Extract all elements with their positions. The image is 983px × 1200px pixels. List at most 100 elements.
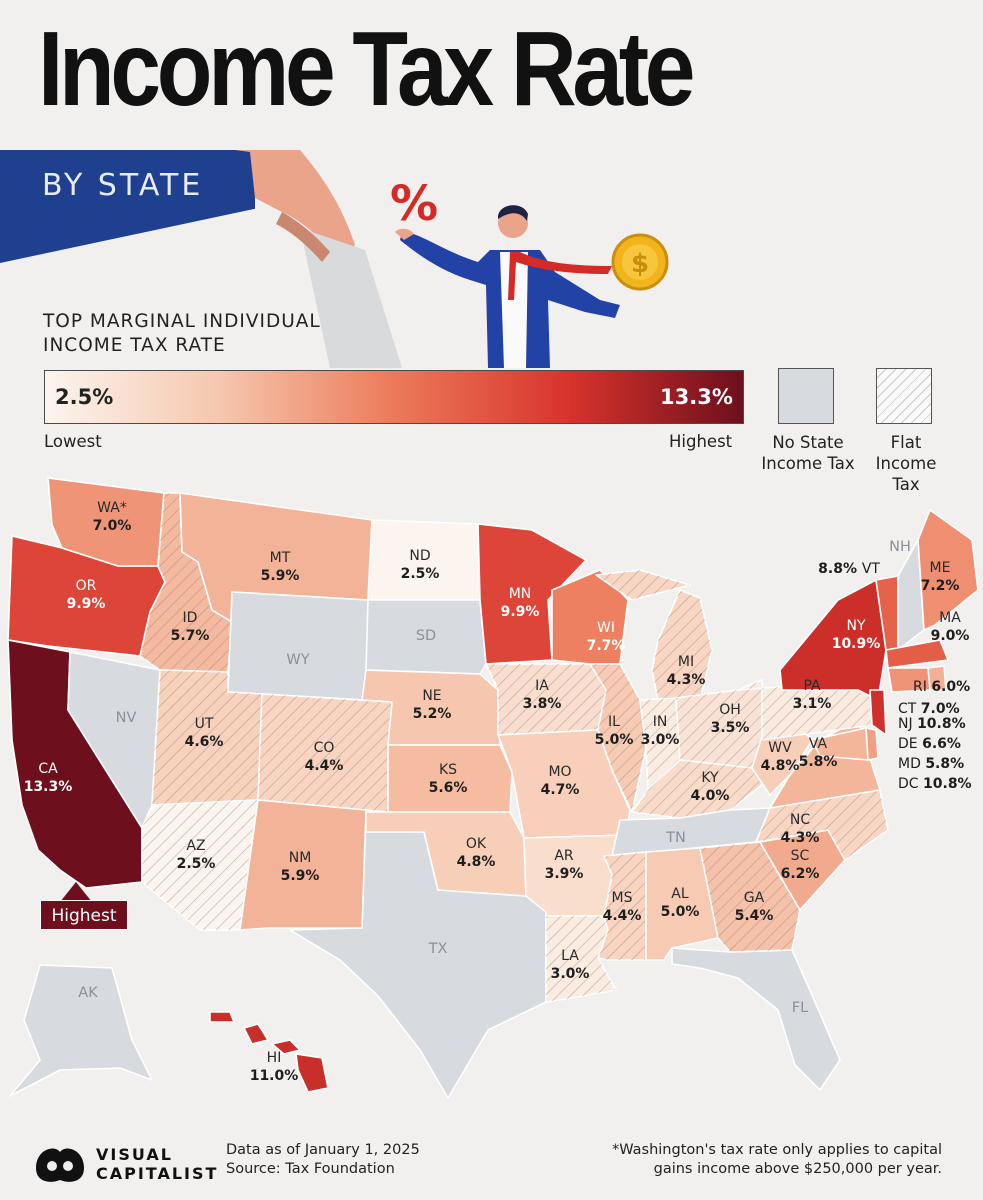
data-date: Data as of January 1, 2025: [226, 1142, 420, 1158]
state-nm: [239, 799, 367, 931]
scale-min-value: 2.5%: [55, 385, 114, 409]
subtitle: BY STATE: [42, 168, 204, 203]
state-label-ut: UT 4.6%: [185, 716, 224, 750]
state-ms-flat-hatch: [598, 852, 646, 960]
state-rate-al: 5.0%: [661, 904, 700, 920]
state-oh-flat-hatch: [676, 680, 768, 768]
state-callout-de: DE 6.6%: [898, 736, 961, 752]
state-abbr-wa: WA*: [97, 500, 127, 516]
scale-title: TOP MARGINAL INDIVIDUAL INCOME TAX RATE: [43, 310, 321, 358]
state-id-flat-hatch: [140, 493, 232, 672]
state-label-pa: PA 3.1%: [793, 678, 832, 712]
state-abbr-ia: IA: [535, 678, 549, 694]
svg-text:%: %: [390, 176, 438, 232]
state-label-ms: MS 4.4%: [603, 890, 642, 924]
state-ma: [885, 639, 949, 669]
state-abbr-oh: OH: [719, 702, 741, 718]
state-rate-mt: 5.9%: [261, 568, 300, 584]
state-abbr-ut: UT: [195, 716, 214, 732]
state-abbr-az: AZ: [186, 838, 205, 854]
state-rate-ma: 9.0%: [931, 628, 970, 644]
state-rate-ms: 4.4%: [603, 908, 642, 924]
state-abbr-la: LA: [561, 948, 579, 964]
state-label-ia: IA 3.8%: [523, 678, 562, 712]
state-me: [917, 509, 979, 631]
state-abbr-me: ME: [930, 560, 951, 576]
state-label-fl: FL: [792, 1000, 808, 1016]
state-callout-md: MD 5.8%: [898, 756, 964, 772]
state-label-mi: MI 4.3%: [667, 654, 706, 688]
state-rate-wv: 4.8%: [761, 758, 800, 774]
state-label-wi: WI 7.7%: [587, 620, 626, 654]
state-co-flat-hatch: [258, 694, 392, 812]
state-abbr-co: CO: [314, 740, 335, 756]
state-rate-ia: 3.8%: [523, 696, 562, 712]
data-source: Source: Tax Foundation: [226, 1161, 395, 1177]
state-rate-ne: 5.2%: [413, 706, 452, 722]
state-abbr-sd: SD: [416, 628, 436, 644]
state-abbr-ny: NY: [846, 618, 865, 634]
no-tax-label: No State Income Tax: [752, 432, 864, 474]
state-label-me: ME 7.2%: [921, 560, 960, 594]
state-rate-oh: 3.5%: [711, 720, 750, 736]
state-label-ar: AR 3.9%: [545, 848, 584, 882]
state-abbr-or: OR: [76, 578, 97, 594]
state-rate-co: 4.4%: [305, 758, 344, 774]
state-rate-ar: 3.9%: [545, 866, 584, 882]
state-nc-flat-hatch: [756, 790, 888, 860]
color-scale-bar: [44, 370, 744, 424]
brand-line1: VISUAL: [96, 1145, 173, 1164]
state-wy: [227, 591, 369, 701]
no-tax-label-line2: Income Tax: [761, 454, 855, 473]
state-abbr-ar: AR: [554, 848, 574, 864]
highest-tag-pointer: [60, 882, 92, 902]
percent-sign-icon: %: [390, 176, 438, 232]
state-abbr-ak: AK: [78, 985, 98, 1001]
state-label-wa: WA* 7.0%: [93, 500, 132, 534]
state-rate-ga: 5.4%: [735, 908, 774, 924]
state-abbr-hi: HI: [267, 1050, 282, 1066]
state-abbr-nv: NV: [116, 710, 137, 726]
state-rate-wa: 7.0%: [93, 518, 132, 534]
state-abbr-wy: WY: [286, 652, 309, 668]
flat-tax-label-line2: Income: [875, 454, 937, 473]
state-label-az: AZ 2.5%: [177, 838, 216, 872]
state-label-in: IN 3.0%: [641, 714, 680, 748]
flat-tax-label: Flat Income Tax: [858, 432, 954, 495]
state-rate-mi: 4.3%: [667, 672, 706, 688]
state-abbr-mt: MT: [270, 550, 291, 566]
scale-title-line2: INCOME TAX RATE: [43, 335, 226, 356]
state-abbr-tn: TN: [665, 830, 686, 846]
state-abbr-wv: WV: [768, 740, 792, 756]
state-abbr-wi: WI: [597, 620, 615, 636]
scale-max-label: Highest: [669, 432, 733, 451]
state-ut-flat-hatch: [152, 670, 262, 805]
state-fl: [671, 947, 841, 1091]
state-ia-flat-hatch: [486, 664, 606, 735]
state-label-al: AL 5.0%: [661, 886, 700, 920]
state-la-flat-hatch: [546, 916, 616, 1002]
scale-title-line1: TOP MARGINAL INDIVIDUAL: [43, 311, 321, 332]
state-abbr-nm: NM: [289, 850, 312, 866]
coin-icon: $: [611, 233, 669, 291]
state-pa-flat-hatch: [738, 680, 872, 740]
state-rate-hi: 11.0%: [250, 1068, 299, 1084]
state-abbr-nh: NH: [889, 539, 911, 555]
state-rate-nc: 4.3%: [781, 830, 820, 846]
state-abbr-mn: MN: [509, 586, 532, 602]
flat-tax-swatch: [876, 368, 932, 424]
footnote-line2: gains income above $250,000 per year.: [653, 1161, 942, 1177]
state-rate-ny: 10.9%: [832, 636, 881, 652]
state-abbr-il: IL: [608, 714, 620, 730]
state-label-ca: CA 13.3%: [24, 761, 73, 795]
state-label-mt: MT 5.9%: [261, 550, 300, 584]
state-label-ok: OK 4.8%: [457, 836, 496, 870]
state-abbr-in: IN: [653, 714, 668, 730]
state-rate-il: 5.0%: [595, 732, 634, 748]
state-ok: [365, 811, 527, 897]
visual-capitalist-logo: [36, 1148, 84, 1182]
state-rate-in: 3.0%: [641, 732, 680, 748]
state-abbr-ky: KY: [701, 770, 719, 786]
state-in-flat-hatch: [640, 698, 680, 790]
